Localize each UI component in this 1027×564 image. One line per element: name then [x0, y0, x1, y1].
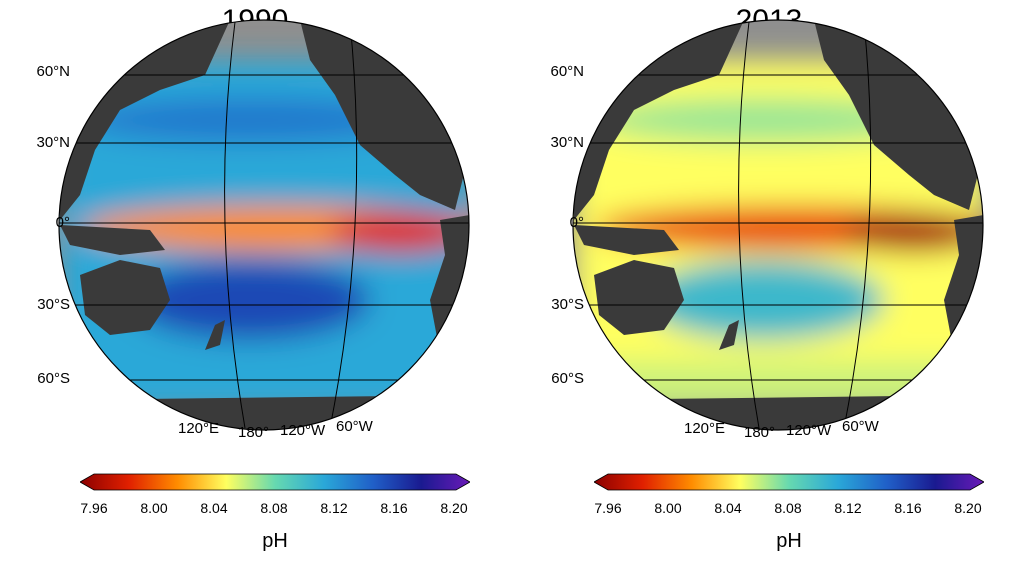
lon-label-180: 180°	[744, 424, 776, 441]
colorbar-tick-label: 8.16	[380, 500, 408, 516]
lon-label-120w: 120°W	[280, 422, 326, 439]
lat-label-30s: 30°S	[37, 296, 70, 313]
graticule	[59, 21, 469, 429]
land-australia	[594, 260, 684, 335]
colorbar-bar	[593, 473, 985, 491]
colorbar-tick-label: 8.20	[440, 500, 468, 516]
colorbar-tick-label: 8.12	[320, 500, 348, 516]
colorbar-unit: pH	[776, 530, 802, 552]
lat-label-30s: 30°S	[551, 296, 584, 313]
colorbar-tick-label: 8.00	[654, 500, 682, 516]
lat-label-30n: 30°N	[36, 134, 70, 151]
colorbar-tick-label: 7.96	[594, 500, 622, 516]
colorbar-tick-label: 8.12	[834, 500, 862, 516]
colorbar-tick-label: 8.08	[774, 500, 802, 516]
lat-label-60n: 60°N	[550, 63, 584, 80]
colorbar-tick-label: 8.08	[260, 500, 288, 516]
map-panel-1990: 1990	[0, 0, 510, 564]
colorbar-tick-label: 7.96	[80, 500, 108, 516]
land-new-zealand	[719, 320, 739, 350]
globe-map	[572, 19, 984, 431]
lon-label-60w: 60°W	[336, 418, 373, 435]
lat-label-eq: 0°	[569, 214, 584, 231]
lat-label-30n: 30°N	[550, 134, 584, 151]
colorbar-tick-label: 8.04	[200, 500, 228, 516]
map-panel-2013: 2013	[514, 0, 1024, 564]
colorbar: 7.96 8.00 8.04 8.08 8.12 8.16 8.20 pH	[593, 470, 985, 560]
land-indonesia	[574, 225, 679, 255]
lat-label-60n: 60°N	[36, 63, 70, 80]
colorbar-bar	[79, 473, 471, 491]
colorbar-tick-label: 8.16	[894, 500, 922, 516]
globe-outline	[572, 19, 984, 431]
lon-label-180: 180°	[238, 424, 270, 441]
colorbar-unit: pH	[262, 530, 288, 552]
lon-label-120w: 120°W	[786, 422, 832, 439]
globe-outline	[58, 19, 470, 431]
land-australia	[80, 260, 170, 335]
colorbar-tick-label: 8.00	[140, 500, 168, 516]
lon-label-120e: 120°E	[684, 420, 726, 437]
lat-label-60s: 60°S	[37, 370, 70, 387]
graticule	[573, 21, 983, 429]
lon-label-60w: 60°W	[842, 418, 879, 435]
land-new-zealand	[205, 320, 225, 350]
lon-label-120e: 120°E	[178, 420, 220, 437]
lat-label-60s: 60°S	[551, 370, 584, 387]
lat-label-eq: 0°	[55, 214, 70, 231]
colorbar-tick-label: 8.04	[714, 500, 742, 516]
colorbar: 7.96 8.00 8.04 8.08 8.12 8.16 8.20 pH	[79, 470, 471, 560]
land-antarctica	[574, 395, 983, 430]
land-indonesia	[60, 225, 165, 255]
globe-map	[58, 19, 470, 431]
colorbar-tick-label: 8.20	[954, 500, 982, 516]
